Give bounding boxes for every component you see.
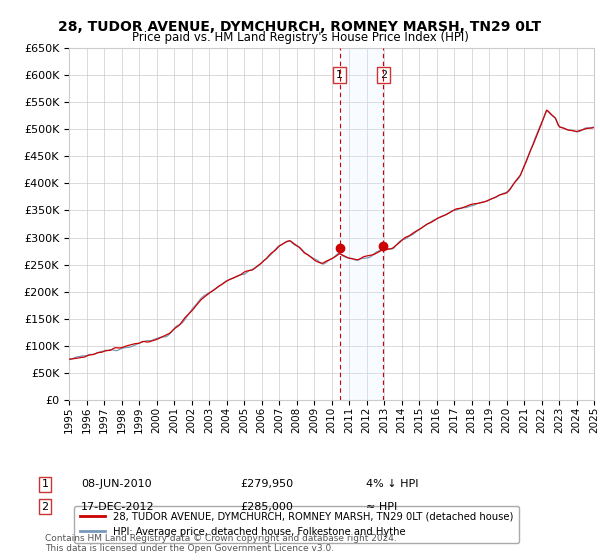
Text: 1: 1 [336,70,343,80]
Text: 17-DEC-2012: 17-DEC-2012 [81,502,155,512]
Text: Price paid vs. HM Land Registry's House Price Index (HPI): Price paid vs. HM Land Registry's House … [131,31,469,44]
Text: £285,000: £285,000 [240,502,293,512]
Text: 1: 1 [41,479,49,489]
Legend: 28, TUDOR AVENUE, DYMCHURCH, ROMNEY MARSH, TN29 0LT (detached house), HPI: Avera: 28, TUDOR AVENUE, DYMCHURCH, ROMNEY MARS… [74,506,520,543]
Text: Contains HM Land Registry data © Crown copyright and database right 2024.
This d: Contains HM Land Registry data © Crown c… [45,534,397,553]
Text: 08-JUN-2010: 08-JUN-2010 [81,479,152,489]
Text: 2: 2 [380,70,387,80]
Text: £279,950: £279,950 [240,479,293,489]
Text: 28, TUDOR AVENUE, DYMCHURCH, ROMNEY MARSH, TN29 0LT: 28, TUDOR AVENUE, DYMCHURCH, ROMNEY MARS… [58,20,542,34]
Text: ≈ HPI: ≈ HPI [366,502,397,512]
Text: 2: 2 [41,502,49,512]
Text: 4% ↓ HPI: 4% ↓ HPI [366,479,419,489]
Bar [340,48,383,400]
